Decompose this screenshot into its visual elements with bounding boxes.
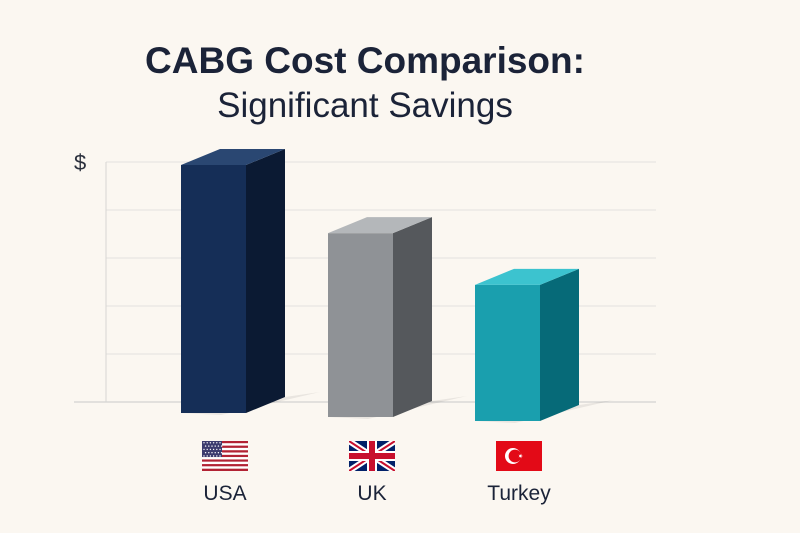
- bar-side-turkey: [540, 268, 579, 421]
- bar-front-usa: [181, 165, 246, 413]
- bar-front-turkey: [475, 284, 540, 421]
- turkey-flag-icon: [496, 441, 542, 471]
- bar-top-turkey: [475, 268, 579, 285]
- chart-title: CABG Cost Comparison:: [145, 40, 585, 81]
- x-tick-label-usa: USA: [203, 482, 247, 505]
- x-tick-label-turkey: Turkey: [487, 482, 551, 505]
- bar-front-uk: [328, 233, 393, 417]
- uk-flag-icon: [347, 438, 397, 474]
- y-axis-label: $: [74, 150, 87, 175]
- bar-side-usa: [246, 149, 285, 413]
- bar-top-usa: [181, 149, 285, 165]
- bar-top-uk: [328, 217, 432, 234]
- us-flag-icon: [202, 441, 248, 471]
- bar-side-uk: [393, 217, 432, 417]
- chart-subtitle: Significant Savings: [217, 86, 513, 125]
- x-tick-label-uk: UK: [357, 482, 387, 505]
